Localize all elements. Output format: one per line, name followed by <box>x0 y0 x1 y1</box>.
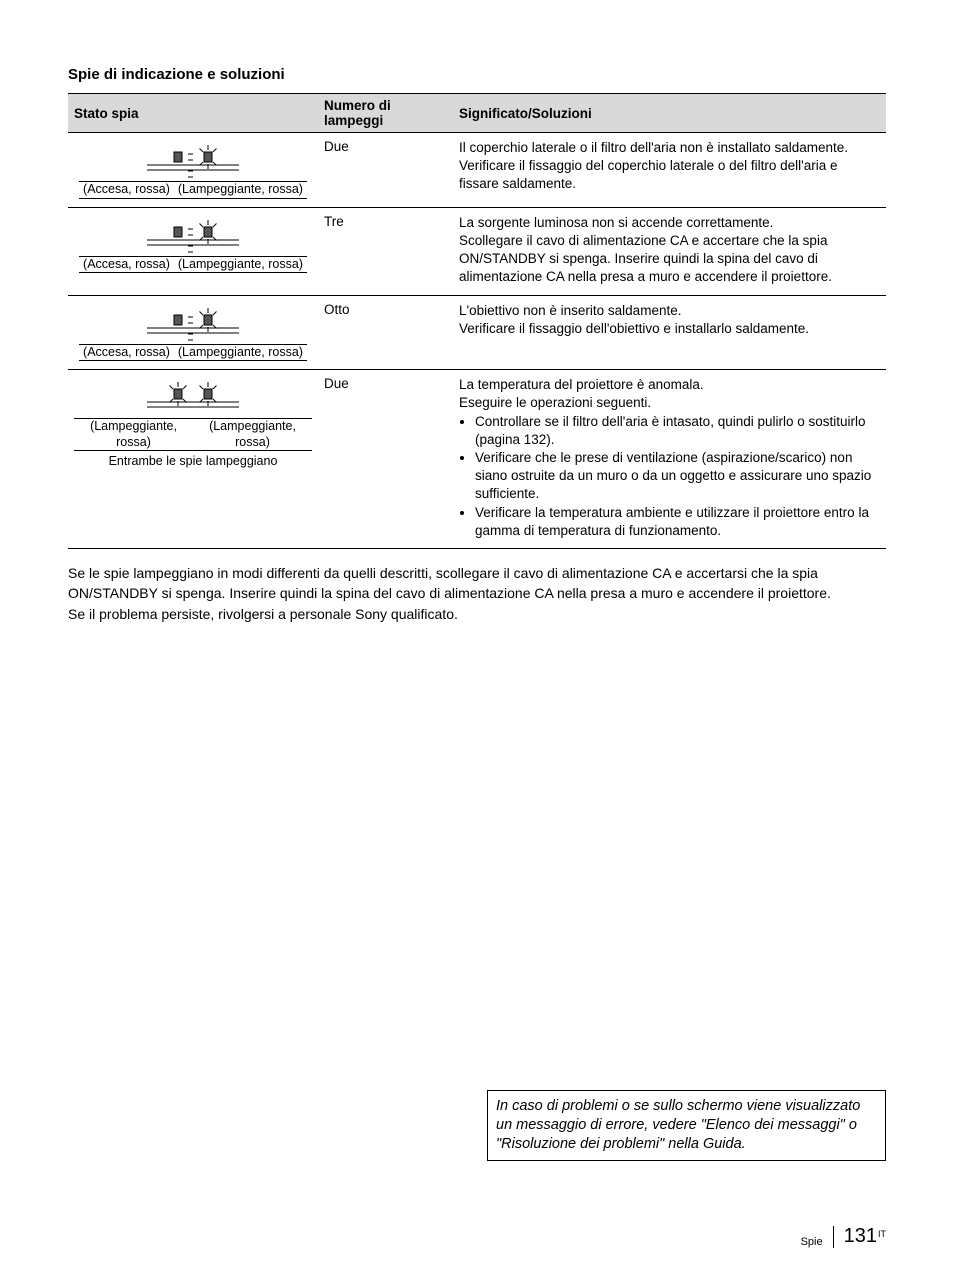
cell-status: (Accesa, rossa)(Lampeggiante, rossa) <box>68 295 318 370</box>
solution-bullet: Verificare la temperatura ambiente e uti… <box>475 504 880 540</box>
cell-status: (Accesa, rossa)(Lampeggiante, rossa) <box>68 133 318 208</box>
body-text-2: Se il problema persiste, rivolgersi a pe… <box>68 606 458 622</box>
th-solution: Significato/Soluzioni <box>453 94 886 133</box>
solution-bullets: Controllare se il filtro dell'aria è int… <box>459 413 880 541</box>
footer-page-number: 131 <box>844 1225 877 1247</box>
cell-count: Otto <box>318 295 453 370</box>
cell-status: (Accesa, rossa)(Lampeggiante, rossa) <box>68 207 318 295</box>
cell-count: Due <box>318 370 453 549</box>
solution-line: Scollegare il cavo di alimentazione CA e… <box>459 232 880 287</box>
body-paragraph: Se le spie lampeggiano in modi different… <box>68 563 886 624</box>
cell-status: (Lampeggiante, rossa)(Lampeggiante, ross… <box>68 370 318 549</box>
solution-line: Eseguire le operazioni seguenti. <box>459 394 880 412</box>
table-row: (Lampeggiante, rossa)(Lampeggiante, ross… <box>68 370 886 549</box>
th-count: Numero di lampeggi <box>318 94 453 133</box>
solution-line: Verificare il fissaggio dell'obiettivo e… <box>459 320 880 338</box>
page-footer: Spie 131IT <box>801 1225 886 1248</box>
lamp-label-left: (Accesa, rossa) <box>79 256 174 273</box>
footer-section: Spie <box>801 1236 823 1248</box>
solution-line: L'obiettivo non è inserito saldamente. <box>459 302 880 320</box>
lamp-labels: (Accesa, rossa)(Lampeggiante, rossa) <box>74 344 312 362</box>
cell-solution: La sorgente luminosa non si accende corr… <box>453 207 886 295</box>
lamp-labels: (Accesa, rossa)(Lampeggiante, rossa) <box>74 181 312 199</box>
lamp-labels: (Accesa, rossa)(Lampeggiante, rossa) <box>74 256 312 274</box>
solution-line: Verificare il fissaggio del coperchio la… <box>459 157 880 193</box>
lamp-label-right: (Lampeggiante, rossa) <box>193 419 312 451</box>
lamp-label-right: (Lampeggiante, rossa) <box>174 344 307 361</box>
cell-solution: L'obiettivo non è inserito saldamente.Ve… <box>453 295 886 370</box>
lamp-label-right: (Lampeggiante, rossa) <box>174 256 307 273</box>
solution-line: La sorgente luminosa non si accende corr… <box>459 214 880 232</box>
table-row: (Accesa, rossa)(Lampeggiante, rossa) Due I… <box>68 133 886 208</box>
lamp-label-right: (Lampeggiante, rossa) <box>174 182 307 199</box>
table-row: (Accesa, rossa)(Lampeggiante, rossa) Tre L… <box>68 207 886 295</box>
footer-divider <box>833 1226 834 1248</box>
section-title: Spie di indicazione e soluzioni <box>68 66 886 83</box>
lamp-label-left: (Accesa, rossa) <box>79 182 174 199</box>
solution-line: Il coperchio laterale o il filtro dell'a… <box>459 139 880 157</box>
solution-bullet: Verificare che le prese di ventilazione … <box>475 449 880 504</box>
th-status: Stato spia <box>68 94 318 133</box>
cell-solution: Il coperchio laterale o il filtro dell'a… <box>453 133 886 208</box>
note-box: In caso di problemi o se sullo schermo v… <box>487 1090 886 1161</box>
indicator-table: Stato spia Numero di lampeggi Significat… <box>68 93 886 549</box>
table-row: (Accesa, rossa)(Lampeggiante, rossa) Otto… <box>68 295 886 370</box>
lamp-labels: (Lampeggiante, rossa)(Lampeggiante, ross… <box>74 418 312 451</box>
cell-count: Tre <box>318 207 453 295</box>
lamp-caption: Entrambe le spie lampeggiano <box>74 454 312 468</box>
lamp-label-left: (Lampeggiante, rossa) <box>74 419 193 451</box>
footer-lang: IT <box>878 1229 886 1239</box>
solution-line: La temperatura del proiettore è anomala. <box>459 376 880 394</box>
solution-bullet: Controllare se il filtro dell'aria è int… <box>475 413 880 449</box>
lamp-label-left: (Accesa, rossa) <box>79 344 174 361</box>
table-header-row: Stato spia Numero di lampeggi Significat… <box>68 94 886 133</box>
body-text-1: Se le spie lampeggiano in modi different… <box>68 565 831 601</box>
cell-solution: La temperatura del proiettore è anomala.… <box>453 370 886 549</box>
cell-count: Due <box>318 133 453 208</box>
